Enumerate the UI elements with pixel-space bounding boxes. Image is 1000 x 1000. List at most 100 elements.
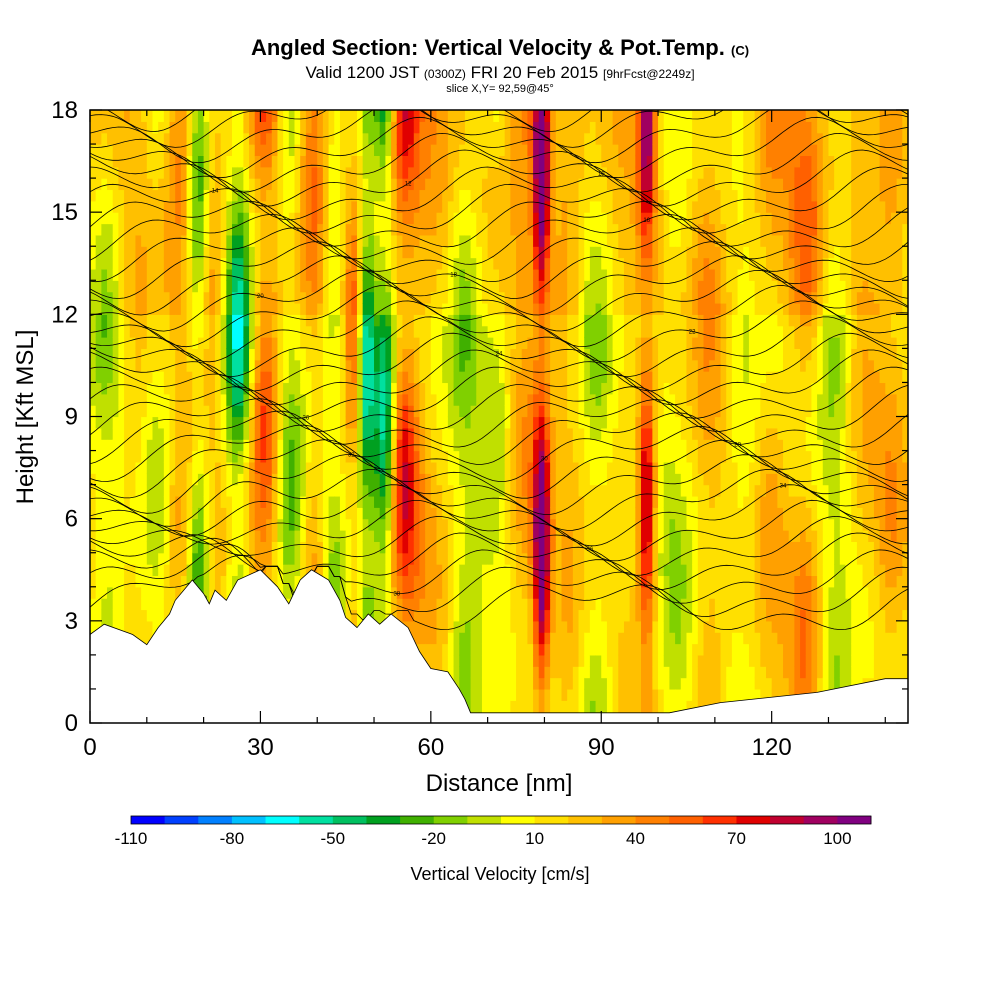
heat-cell: [487, 223, 494, 236]
heat-cell: [510, 246, 517, 259]
heat-cell: [328, 325, 335, 338]
heat-cell: [322, 337, 330, 349]
heat-cell: [163, 518, 171, 531]
heat-cell: [169, 348, 176, 361]
heat-cell: [402, 291, 409, 304]
heat-cell: [453, 132, 460, 145]
heat-cell: [288, 382, 296, 395]
heat-cell: [158, 246, 165, 259]
heat-cell: [430, 291, 438, 304]
heat-cell: [561, 337, 568, 349]
heat-cell: [589, 144, 597, 157]
heat-cell: [277, 518, 284, 531]
heat-cell: [249, 450, 256, 463]
heat-cell: [550, 121, 557, 134]
heat-cell: [504, 643, 511, 656]
heat-cell: [595, 632, 602, 645]
heat-cell: [555, 598, 563, 611]
heat-cell: [226, 461, 233, 474]
heat-cell: [356, 337, 364, 349]
heat-cell: [163, 234, 171, 247]
heat-cell: [294, 234, 301, 247]
heat-cell: [459, 166, 466, 179]
heat-cell: [135, 268, 142, 281]
heat-cell: [391, 257, 398, 270]
heat-cell: [163, 405, 171, 418]
heat-cell: [578, 416, 585, 429]
heat-cell: [606, 450, 614, 463]
heat-cell: [175, 155, 182, 168]
heat-cell: [158, 200, 165, 213]
heat-cell: [567, 121, 574, 134]
heat-cell: [442, 189, 449, 202]
heat-cell: [510, 234, 517, 247]
heat-cell: [339, 518, 347, 531]
heat-cell: [487, 155, 494, 168]
heat-cell: [351, 371, 358, 384]
heat-cell: [572, 688, 580, 701]
heat-cell: [351, 609, 358, 622]
heat-cell: [209, 166, 216, 179]
heat-cell: [107, 257, 114, 270]
heat-cell: [226, 121, 233, 134]
heat-cell: [141, 632, 148, 645]
heat-cell: [163, 302, 171, 315]
heat-cell: [425, 291, 432, 304]
heat-cell: [368, 234, 375, 247]
heat-cell: [146, 609, 154, 622]
heat-cell: [169, 598, 176, 611]
heat-cell: [561, 677, 568, 690]
heat-cell: [192, 325, 199, 338]
heat-cell: [442, 575, 449, 588]
heat-cell: [152, 609, 159, 622]
heat-cell: [254, 348, 262, 361]
heat-cell: [464, 575, 472, 588]
heat-cell: [595, 348, 602, 361]
heat-cell: [249, 132, 256, 145]
heat-cell: [107, 586, 114, 599]
heat-cell: [379, 393, 386, 406]
heat-cell: [402, 541, 409, 554]
heat-cell: [214, 302, 222, 315]
heat-cell: [521, 518, 528, 531]
heat-cell: [339, 495, 347, 508]
heat-cell: [322, 132, 330, 145]
heat-cell: [476, 144, 483, 157]
heat-cell: [584, 666, 591, 679]
heat-cell: [283, 371, 290, 384]
heat-cell: [538, 427, 546, 440]
heat-cell: [584, 359, 591, 372]
heat-cell: [112, 575, 119, 588]
heat-cell: [408, 268, 415, 281]
heat-cell: [232, 461, 239, 474]
heat-cell: [555, 382, 563, 395]
heat-cell: [408, 280, 415, 293]
heat-cell: [419, 348, 426, 361]
heat-cell: [561, 189, 568, 202]
heat-cell: [243, 359, 250, 372]
heat-cell: [129, 586, 137, 599]
heat-cell: [584, 302, 591, 315]
heat-cell: [152, 110, 159, 122]
heat-cell: [481, 382, 489, 395]
heat-cell: [601, 427, 608, 440]
heat-cell: [521, 348, 528, 361]
heat-cell: [430, 643, 438, 656]
heat-cell: [141, 246, 148, 259]
heat-cell: [408, 518, 415, 531]
heat-cell: [459, 677, 466, 690]
heat-cell: [544, 507, 551, 520]
heat-cell: [317, 212, 324, 225]
heat-cell: [584, 654, 591, 667]
heat-cell: [419, 132, 426, 145]
heat-cell: [413, 291, 421, 304]
heat-cell: [175, 393, 182, 406]
heat-cell: [561, 609, 568, 622]
heat-cell: [430, 325, 438, 338]
heat-cell: [249, 495, 256, 508]
heat-cell: [271, 495, 279, 508]
heat-cell: [584, 700, 591, 713]
heat-cell: [493, 632, 500, 645]
heat-cell: [254, 314, 262, 327]
heat-cell: [300, 405, 307, 418]
